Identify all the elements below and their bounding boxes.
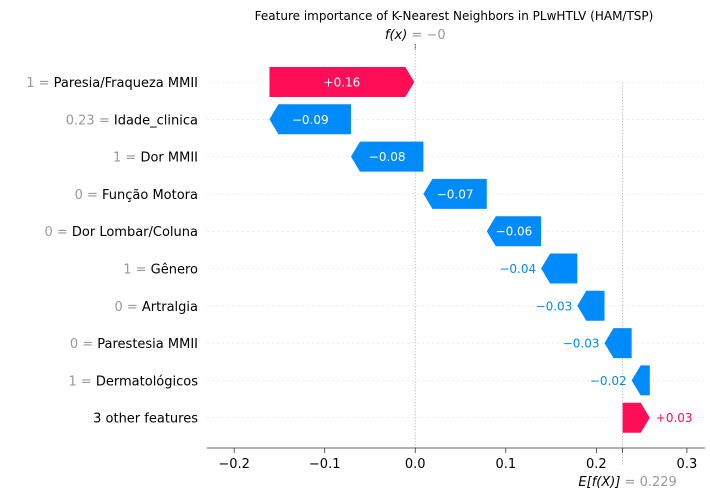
ex-annotation: E[f(X)] = 0.229	[578, 448, 677, 490]
feature-label: 0 = Artralgia	[114, 300, 198, 315]
feature-label: 0 = Função Motora	[75, 188, 198, 203]
feature-bar-label: −0.03	[536, 299, 573, 313]
feature-bar-label: −0.08	[369, 150, 406, 164]
ex-symbol: E[f(X)]	[578, 475, 620, 490]
feature-bar	[577, 290, 605, 321]
ex-label: E[f(X)] = 0.229	[578, 475, 676, 490]
chart-title: Feature importance of K-Nearest Neighbor…	[255, 9, 654, 23]
fx-label: f(x) = −0	[385, 28, 446, 43]
x-axis: −0.2 −0.1 0.0 0.1 0.2 0.3	[207, 447, 705, 472]
feature-label: 0 = Parestesia MMII	[70, 337, 198, 352]
feature-bar-label: +0.03	[656, 411, 693, 425]
feature-name: Dermatológicos	[96, 374, 198, 389]
feature-label: 0.23 = Idade_clinica	[66, 113, 198, 128]
feature-value: 0 =	[114, 300, 141, 315]
feature-bar-label: −0.02	[590, 374, 627, 388]
feature-name: Paresia/Fraqueza MMII	[54, 76, 198, 91]
feature-name: Gênero	[151, 263, 198, 278]
fx-symbol: f(x)	[385, 28, 407, 43]
feature-bar	[486, 216, 542, 247]
feature-bar	[604, 328, 632, 359]
feature-value: 1 =	[26, 76, 53, 91]
feature-name: Função Motora	[102, 188, 198, 203]
feature-name: Artralgia	[142, 300, 198, 315]
feature-value: 1 =	[68, 374, 95, 389]
feature-bar	[631, 365, 650, 396]
feature-bar-label: −0.03	[563, 337, 600, 351]
feature-bar	[541, 253, 578, 284]
feature-bar-label: −0.06	[496, 225, 533, 239]
x-tick-label: −0.1	[309, 457, 341, 472]
feature-name: Parestesia MMII	[97, 337, 198, 352]
feature-name: Dor MMII	[140, 151, 198, 166]
feature-name: Idade_clinica	[114, 113, 198, 128]
feature-bar	[350, 141, 424, 172]
feature-label: 1 = Dermatológicos	[68, 374, 198, 389]
feature-value: 0 =	[44, 225, 71, 240]
feature-name: Dor Lombar/Coluna	[72, 225, 198, 240]
feature-label: 1 = Gênero	[123, 263, 198, 278]
feature-value: 1 =	[123, 263, 150, 278]
feature-rows: +0.16 1 = Paresia/Fraqueza MMII −0.09 0.23 …	[26, 45, 705, 466]
x-tick-label: 0.0	[405, 457, 426, 472]
feature-label: 1 = Paresia/Fraqueza MMII	[26, 76, 198, 91]
feature-bar	[423, 178, 487, 209]
fx-value: = −0	[407, 28, 445, 43]
feature-bar-label: −0.09	[292, 113, 329, 127]
fx-annotation: f(x) = −0	[385, 28, 446, 50]
feature-name: 3 other features	[93, 412, 198, 427]
feature-bar-label: −0.04	[499, 262, 536, 276]
feature-bar	[269, 104, 351, 135]
feature-value: 0.23 =	[66, 113, 114, 128]
feature-bar-label: −0.07	[437, 187, 474, 201]
feature-bar-label: +0.16	[324, 76, 361, 90]
x-tick-label: 0.2	[586, 457, 607, 472]
feature-value: 1 =	[113, 151, 140, 166]
feature-bar	[269, 67, 415, 97]
x-tick-label: 0.1	[495, 457, 516, 472]
feature-label: 3 other features	[93, 412, 198, 427]
feature-value: 0 =	[70, 337, 97, 352]
x-tick-label: 0.3	[677, 457, 698, 472]
feature-label: 1 = Dor MMII	[113, 151, 198, 166]
ex-value: = 0.229	[620, 475, 676, 490]
feature-value: 0 =	[75, 188, 102, 203]
x-tick-label: −0.2	[218, 457, 250, 472]
feature-label: 0 = Dor Lombar/Coluna	[44, 225, 198, 240]
feature-bar	[622, 402, 650, 433]
